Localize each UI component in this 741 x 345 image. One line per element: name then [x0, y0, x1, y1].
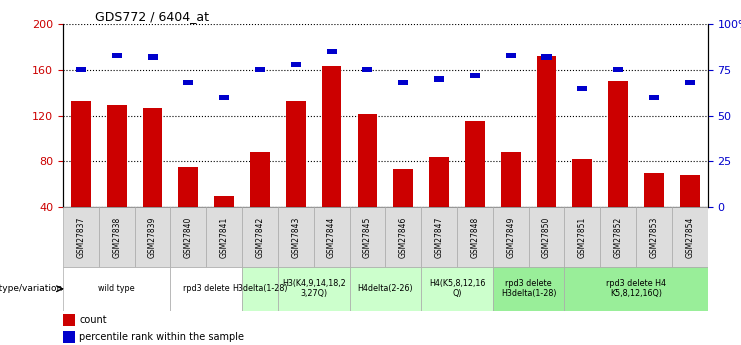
Bar [242, 207, 278, 267]
Bar [421, 267, 493, 310]
Bar [219, 95, 229, 100]
Bar [112, 53, 122, 58]
Bar [290, 62, 301, 67]
Bar [143, 108, 162, 207]
Bar [536, 56, 556, 207]
Bar [577, 86, 588, 91]
Text: GSM27841: GSM27841 [219, 216, 229, 258]
Bar [63, 331, 75, 343]
Text: GSM27847: GSM27847 [434, 216, 444, 258]
Bar [421, 207, 457, 267]
Text: GSM27850: GSM27850 [542, 216, 551, 258]
Bar [183, 80, 193, 85]
Text: GSM27849: GSM27849 [506, 216, 515, 258]
Bar [327, 49, 336, 54]
Bar [322, 67, 342, 207]
Bar [278, 207, 313, 267]
Bar [600, 207, 636, 267]
Bar [170, 267, 242, 310]
Text: GSM27853: GSM27853 [649, 216, 659, 258]
Text: H3delta(1-28): H3delta(1-28) [232, 284, 288, 293]
Text: wild type: wild type [99, 284, 135, 293]
Bar [465, 121, 485, 207]
Bar [214, 196, 234, 207]
Bar [528, 207, 565, 267]
Text: GSM27842: GSM27842 [256, 216, 265, 258]
Bar [99, 207, 135, 267]
Bar [608, 81, 628, 207]
Text: GDS772 / 6404_at: GDS772 / 6404_at [95, 10, 209, 23]
Bar [501, 152, 520, 207]
Text: count: count [79, 315, 107, 325]
Bar [672, 207, 708, 267]
Text: H3(K4,9,14,18,2
3,27Q): H3(K4,9,14,18,2 3,27Q) [282, 279, 345, 298]
Bar [644, 173, 664, 207]
Bar [434, 77, 444, 81]
Text: rpd3 delete
H3delta(1-28): rpd3 delete H3delta(1-28) [501, 279, 556, 298]
Bar [350, 267, 421, 310]
Bar [242, 267, 278, 310]
Bar [542, 55, 551, 60]
Bar [457, 207, 493, 267]
Bar [107, 105, 127, 207]
Text: GSM27852: GSM27852 [614, 216, 622, 258]
Text: GSM27846: GSM27846 [399, 216, 408, 258]
Text: GSM27854: GSM27854 [685, 216, 694, 258]
Bar [313, 207, 350, 267]
Bar [170, 207, 206, 267]
Bar [63, 314, 75, 326]
Bar [278, 267, 350, 310]
Text: GSM27844: GSM27844 [327, 216, 336, 258]
Bar [613, 67, 623, 72]
Text: H4delta(2-26): H4delta(2-26) [357, 284, 413, 293]
Text: genotype/variation: genotype/variation [0, 284, 62, 293]
Bar [63, 207, 99, 267]
Bar [71, 101, 90, 207]
Bar [250, 152, 270, 207]
Text: rpd3 delete: rpd3 delete [183, 284, 230, 293]
Bar [206, 207, 242, 267]
Bar [76, 67, 86, 72]
Bar [362, 67, 373, 72]
Bar [685, 80, 695, 85]
Text: rpd3 delete H4
K5,8,12,16Q): rpd3 delete H4 K5,8,12,16Q) [606, 279, 666, 298]
Bar [565, 207, 600, 267]
Text: H4(K5,8,12,16
Q): H4(K5,8,12,16 Q) [429, 279, 485, 298]
Bar [385, 207, 421, 267]
Bar [573, 159, 592, 207]
Bar [350, 207, 385, 267]
Text: GSM27837: GSM27837 [76, 216, 85, 258]
Bar [147, 55, 158, 60]
Text: GSM27840: GSM27840 [184, 216, 193, 258]
Bar [358, 115, 377, 207]
Text: GSM27851: GSM27851 [578, 216, 587, 258]
Bar [493, 267, 565, 310]
Bar [680, 175, 700, 207]
Bar [135, 207, 170, 267]
Bar [393, 169, 413, 207]
Bar [179, 167, 198, 207]
Bar [429, 157, 449, 207]
Bar [493, 207, 528, 267]
Bar [565, 267, 708, 310]
Bar [636, 207, 672, 267]
Bar [63, 267, 170, 310]
Bar [649, 95, 659, 100]
Bar [255, 67, 265, 72]
Text: GSM27838: GSM27838 [112, 216, 122, 258]
Text: percentile rank within the sample: percentile rank within the sample [79, 333, 244, 342]
Bar [470, 73, 480, 78]
Text: GSM27839: GSM27839 [148, 216, 157, 258]
Bar [398, 80, 408, 85]
Text: GSM27843: GSM27843 [291, 216, 300, 258]
Text: GSM27848: GSM27848 [471, 216, 479, 258]
Text: GSM27845: GSM27845 [363, 216, 372, 258]
Bar [505, 53, 516, 58]
Bar [286, 101, 305, 207]
